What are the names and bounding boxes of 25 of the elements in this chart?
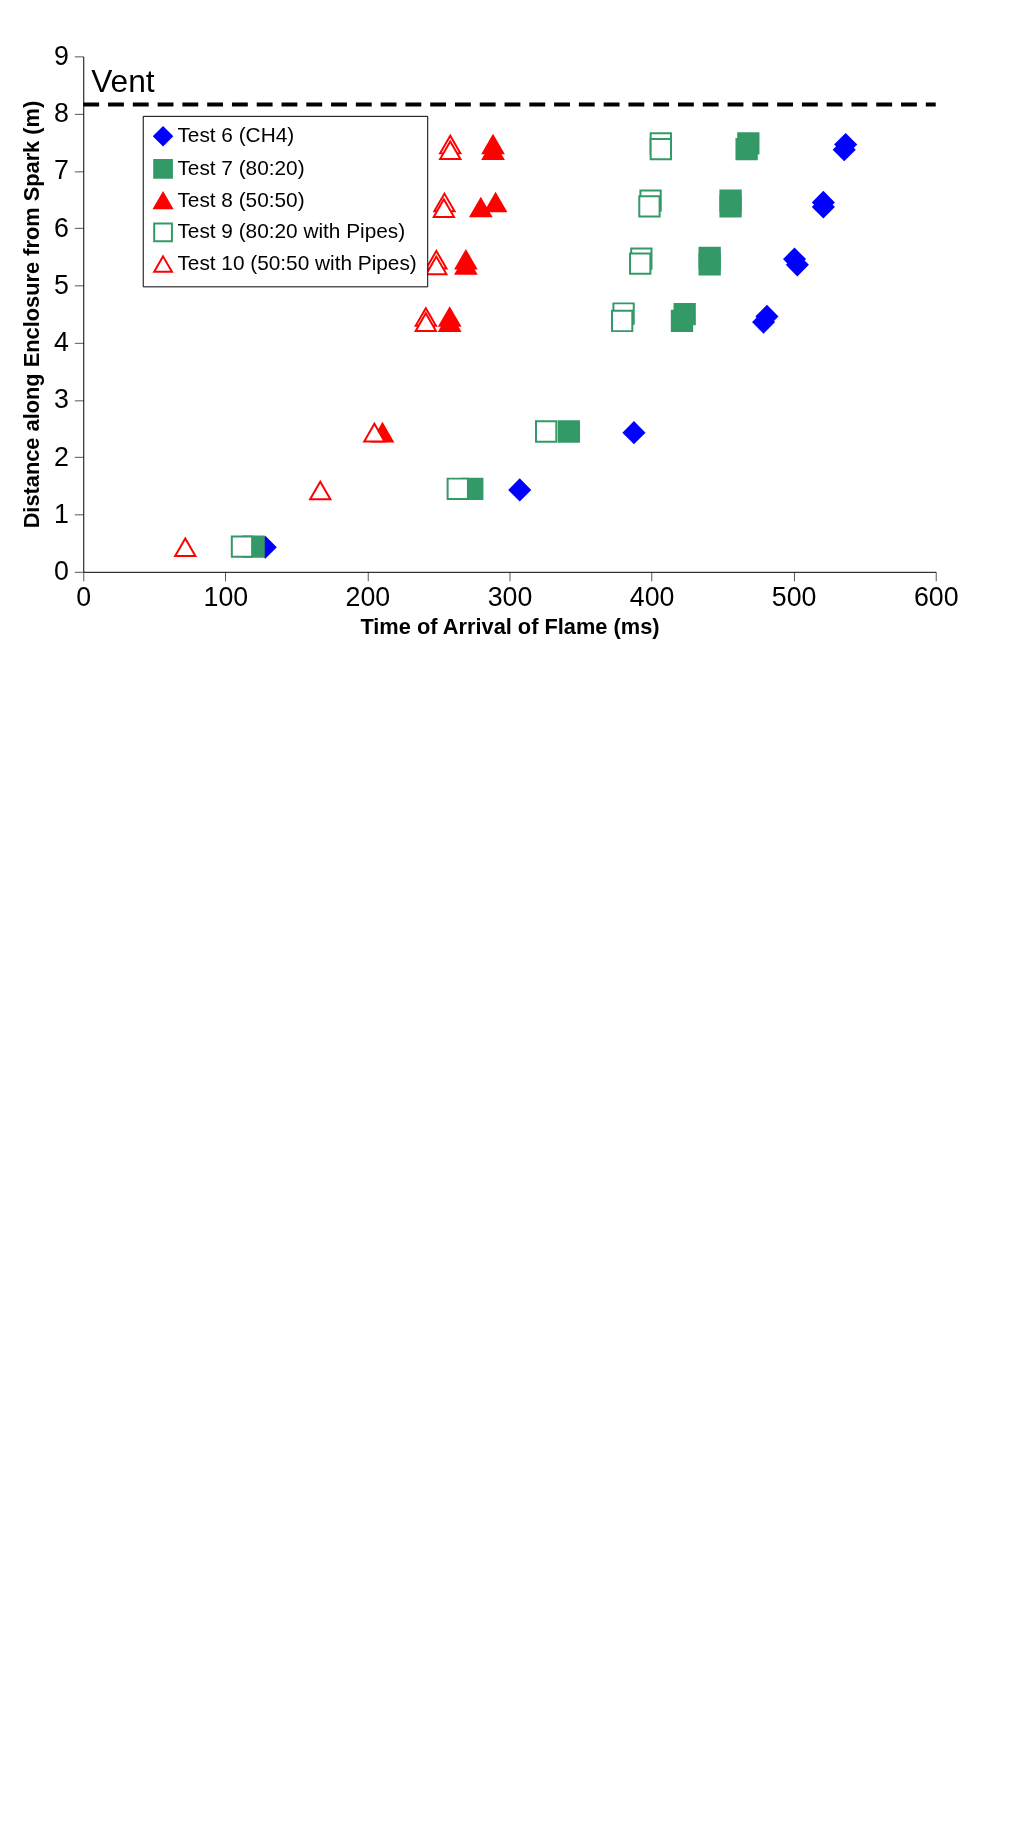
x-tick-label: 600 [913, 582, 959, 613]
x-tick-label: 500 [771, 582, 817, 613]
y-tick-label: 1 [54, 498, 69, 529]
x-tick-label: 200 [345, 582, 391, 613]
y-tick-label: 0 [54, 556, 69, 587]
x-tick-label: 300 [487, 582, 533, 613]
ref-line-label: Vent [91, 62, 155, 99]
y-tick-label: 2 [54, 441, 69, 472]
legend-label: Test 6 (CH4) [177, 123, 295, 147]
y-tick-label: 4 [54, 327, 69, 358]
x-tick-label: 400 [629, 582, 675, 613]
x-tick-label: 0 [76, 582, 92, 613]
x-tick-label: 100 [203, 582, 249, 613]
legend-label: Test 10 (50:50 with Pipes) [177, 250, 417, 274]
y-tick-label: 6 [54, 212, 69, 243]
y-tick-label: 3 [54, 384, 69, 415]
legend-label: Test 8 (50:50) [177, 187, 305, 211]
y-tick-label: 5 [54, 269, 69, 300]
legend-label: Test 7 (80:20) [177, 155, 305, 179]
y-tick-label: 7 [54, 155, 69, 186]
y-axis-title: Distance along Enclosure from Spark (m) [19, 100, 45, 529]
y-tick-label: 9 [54, 40, 69, 71]
x-axis-title: Time of Arrival of Flame (ms) [360, 613, 660, 639]
legend-label: Test 9 (80:20 with Pipes) [177, 219, 406, 243]
y-tick-label: 8 [54, 98, 69, 129]
